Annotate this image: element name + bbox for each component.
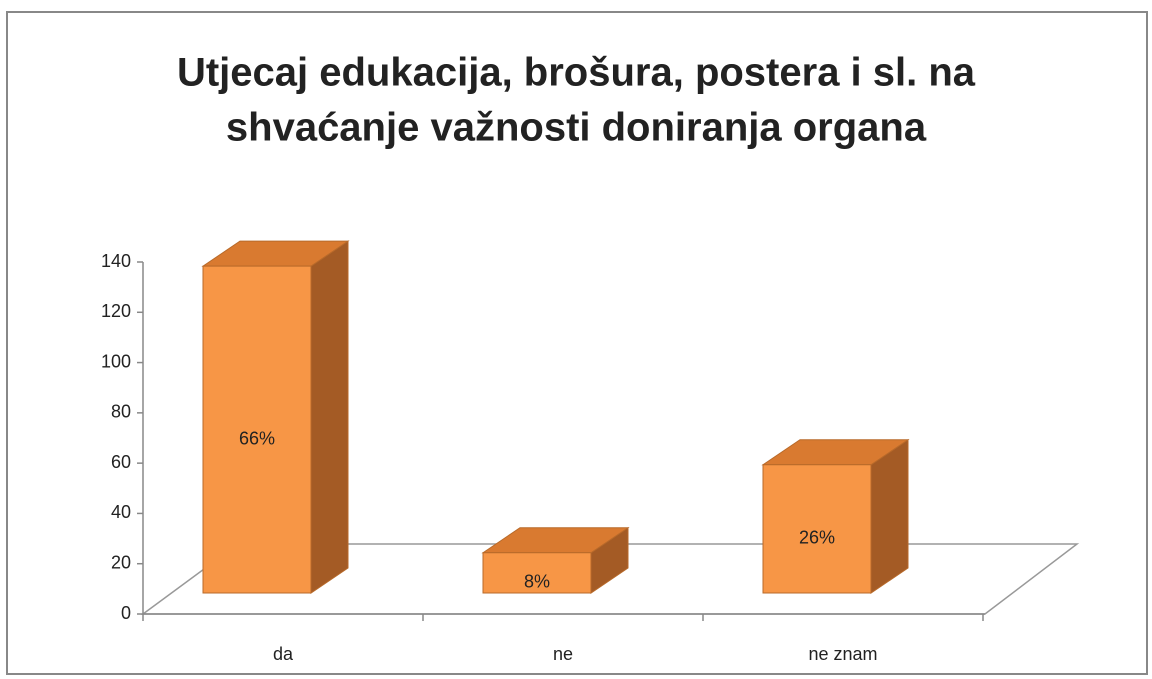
y-tick-label: 60 xyxy=(111,452,131,472)
bar xyxy=(201,240,350,594)
y-tick-label: 0 xyxy=(121,603,131,623)
bar xyxy=(761,438,910,594)
x-tick-label: ne xyxy=(553,644,573,664)
y-tick-label: 100 xyxy=(101,351,131,371)
bar xyxy=(481,526,630,594)
y-tick-label: 20 xyxy=(111,552,131,572)
x-tick-label: da xyxy=(273,644,294,664)
y-tick-label: 120 xyxy=(101,301,131,321)
x-tick-label: ne znam xyxy=(808,644,877,664)
data-label: 8% xyxy=(524,572,550,592)
bar-front xyxy=(202,265,312,594)
bar-front xyxy=(762,464,872,594)
chart-title: shvaćanje važnosti doniranja organa xyxy=(226,106,927,150)
bar-side xyxy=(870,438,909,594)
bar-front xyxy=(482,552,592,594)
data-label: 26% xyxy=(799,528,835,548)
chart-title: Utjecaj edukacija, brošura, postera i sl… xyxy=(177,51,976,95)
data-label: 66% xyxy=(239,428,275,448)
y-tick-label: 140 xyxy=(101,251,131,271)
y-tick-label: 80 xyxy=(111,402,131,422)
bar-side xyxy=(310,240,349,594)
y-tick-label: 40 xyxy=(111,502,131,522)
